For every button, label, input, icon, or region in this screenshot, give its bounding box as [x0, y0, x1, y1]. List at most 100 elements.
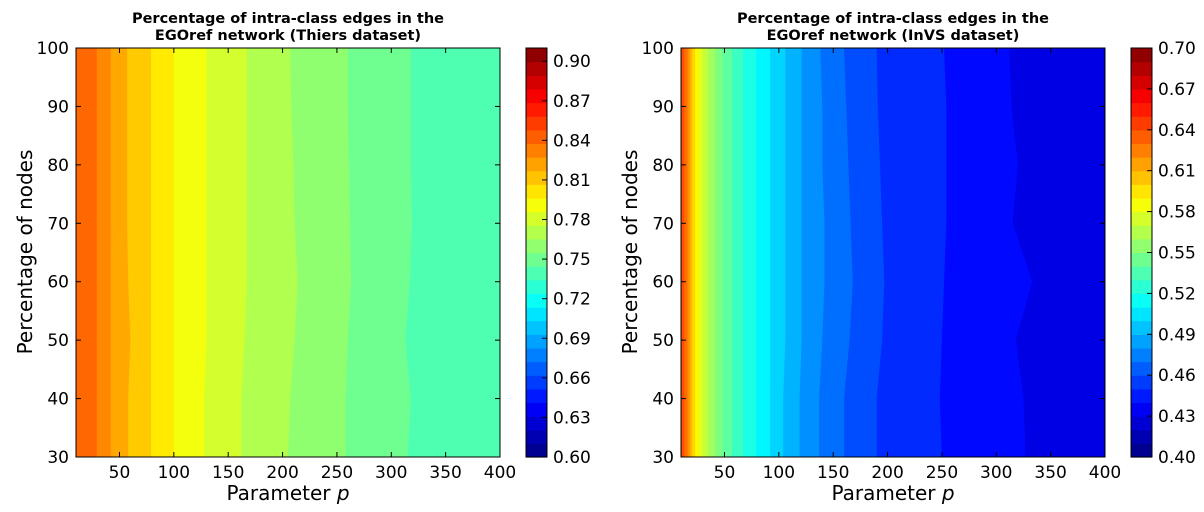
left-y-tick-label: 70: [47, 214, 69, 234]
right-y-tick-label: 70: [652, 214, 674, 234]
right-colorbar-cell: [1131, 320, 1152, 335]
left-colorbar-tick-label: 0.78: [553, 211, 591, 231]
left-colorbar-cell: [526, 347, 547, 363]
left-plot-frame: [75, 47, 501, 458]
right-colorbar-tick-label: 0.52: [1158, 284, 1196, 304]
right-x-tick-label: 300: [980, 463, 1012, 483]
left-x-axis-label: Parameter p: [226, 481, 349, 505]
right-colorbar: [1131, 48, 1152, 458]
right-x-tick-label: 50: [714, 463, 736, 483]
right-colorbar-cell: [1131, 429, 1152, 444]
right-colorbar-ticks: 0.40 0.43 0.46 0.49 0.52 0.55 0.58 0.61 0.64 0.67…: [1147, 39, 1196, 468]
left-y-axis-label: Percentage of nodes: [13, 150, 37, 355]
right-colorbar-cell: [1131, 334, 1152, 349]
right-y-tick-label: 90: [652, 97, 674, 117]
right-colorbar-tick-label: 0.67: [1158, 80, 1196, 100]
left-colorbar-cell: [526, 375, 547, 390]
left-colorbar-cell: [526, 157, 547, 172]
right-x-ticks: 50 100 150 200 250 300 350 400: [714, 48, 1121, 483]
left-colorbar-cell: [526, 143, 547, 158]
right-colorbar-cell: [1131, 252, 1152, 267]
right-colorbar-cell: [1131, 116, 1152, 131]
left-colorbar-cell: [526, 361, 547, 376]
right-y-tick-label: 50: [652, 331, 674, 351]
left-colorbar-tick-label: 0.66: [553, 369, 591, 389]
left-colorbar-cell: [526, 266, 547, 281]
left-y-ticks: 30 40 50 60 70 80 90 100: [37, 39, 500, 468]
right-colorbar-cell: [1131, 75, 1152, 90]
right-colorbar-tick-label: 0.61: [1158, 162, 1196, 182]
right-colorbar-cell: [1131, 443, 1152, 458]
right-y-ticks: 30 40 50 60 70 80 90 100: [642, 39, 1105, 468]
right-colorbar-cell: [1131, 197, 1152, 213]
left-x-ticks: 50 100 150 200 250 300 350 400: [109, 48, 516, 483]
left-x-tick-label: 50: [109, 463, 131, 483]
left-colorbar-tick-label: 0.60: [553, 448, 591, 468]
right-contour-bands: [681, 48, 1105, 457]
left-colorbar-cell: [526, 48, 547, 63]
right-colorbar-cell: [1131, 375, 1152, 390]
left-colorbar-tick-label: 0.72: [553, 290, 591, 310]
left-colorbar-cell: [526, 429, 547, 444]
left-y-tick-label: 50: [47, 331, 69, 351]
left-colorbar-tick-label: 0.87: [553, 92, 591, 112]
right-colorbar-tick-label: 0.46: [1158, 366, 1196, 386]
right-x-axis-label: Parameter p: [831, 481, 954, 505]
right-y-axis-label: Percentage of nodes: [618, 150, 642, 355]
left-colorbar-cell: [526, 170, 547, 185]
right-panel: Percentage of intra-class edges in the E…: [618, 11, 1196, 505]
right-chart-title-line1: Percentage of intra-class edges in the: [737, 11, 1049, 27]
left-x-tick-label: 200: [266, 463, 298, 483]
right-colorbar-cell: [1131, 211, 1152, 226]
right-x-tick-label: 350: [1034, 463, 1066, 483]
left-colorbar-cell: [526, 388, 547, 404]
right-colorbar-cell: [1131, 266, 1152, 281]
left-x-tick-label: 100: [158, 463, 190, 483]
left-colorbar-cell: [526, 320, 547, 335]
left-y-tick-label: 100: [37, 39, 69, 59]
right-colorbar-tick-label: 0.40: [1158, 448, 1196, 468]
right-colorbar-cell: [1131, 225, 1152, 240]
right-colorbar-cell: [1131, 238, 1152, 254]
right-colorbar-cell: [1131, 279, 1152, 294]
left-colorbar: [526, 48, 547, 458]
left-colorbar-cell: [526, 307, 547, 322]
right-x-tick-label: 150: [817, 463, 849, 483]
left-colorbar-tick-label: 0.84: [553, 131, 591, 151]
right-x-tick-label: 250: [926, 463, 958, 483]
right-colorbar-cell: [1131, 129, 1152, 145]
right-colorbar-cell: [1131, 416, 1152, 431]
left-x-tick-label: 150: [212, 463, 244, 483]
left-colorbar-cell: [526, 102, 547, 117]
right-colorbar-cell: [1131, 402, 1152, 417]
right-colorbar-cell: [1131, 307, 1152, 322]
right-colorbar-cell: [1131, 388, 1152, 404]
right-colorbar-cell: [1131, 293, 1152, 308]
left-colorbar-cell: [526, 416, 547, 431]
right-x-tick-label: 400: [1089, 463, 1121, 483]
left-colorbar-cell: [526, 211, 547, 226]
left-panel: Percentage of intra-class edges in the E…: [13, 11, 591, 505]
right-colorbar-cell: [1131, 170, 1152, 185]
right-colorbar-cell: [1131, 143, 1152, 158]
right-colorbar-cell: [1131, 102, 1152, 117]
left-x-tick-label: 250: [321, 463, 353, 483]
right-colorbar-tick-label: 0.70: [1158, 39, 1196, 59]
left-x-tick-label: 300: [375, 463, 407, 483]
left-contour-band: [76, 48, 97, 457]
right-y-tick-label: 30: [652, 448, 674, 468]
right-colorbar-tick-label: 0.49: [1158, 325, 1196, 345]
right-x-tick-label: 100: [763, 463, 795, 483]
left-colorbar-cell: [526, 116, 547, 131]
right-y-tick-label: 80: [652, 156, 674, 176]
left-colorbar-cell: [526, 402, 547, 417]
left-y-tick-label: 80: [47, 156, 69, 176]
left-chart-title-line1: Percentage of intra-class edges in the: [132, 11, 444, 27]
right-colorbar-cell: [1131, 157, 1152, 172]
left-colorbar-tick-label: 0.81: [553, 171, 591, 191]
left-colorbar-tick-label: 0.69: [553, 329, 591, 349]
left-colorbar-cell: [526, 184, 547, 199]
right-colorbar-cell: [1131, 88, 1152, 104]
right-colorbar-cell: [1131, 361, 1152, 376]
